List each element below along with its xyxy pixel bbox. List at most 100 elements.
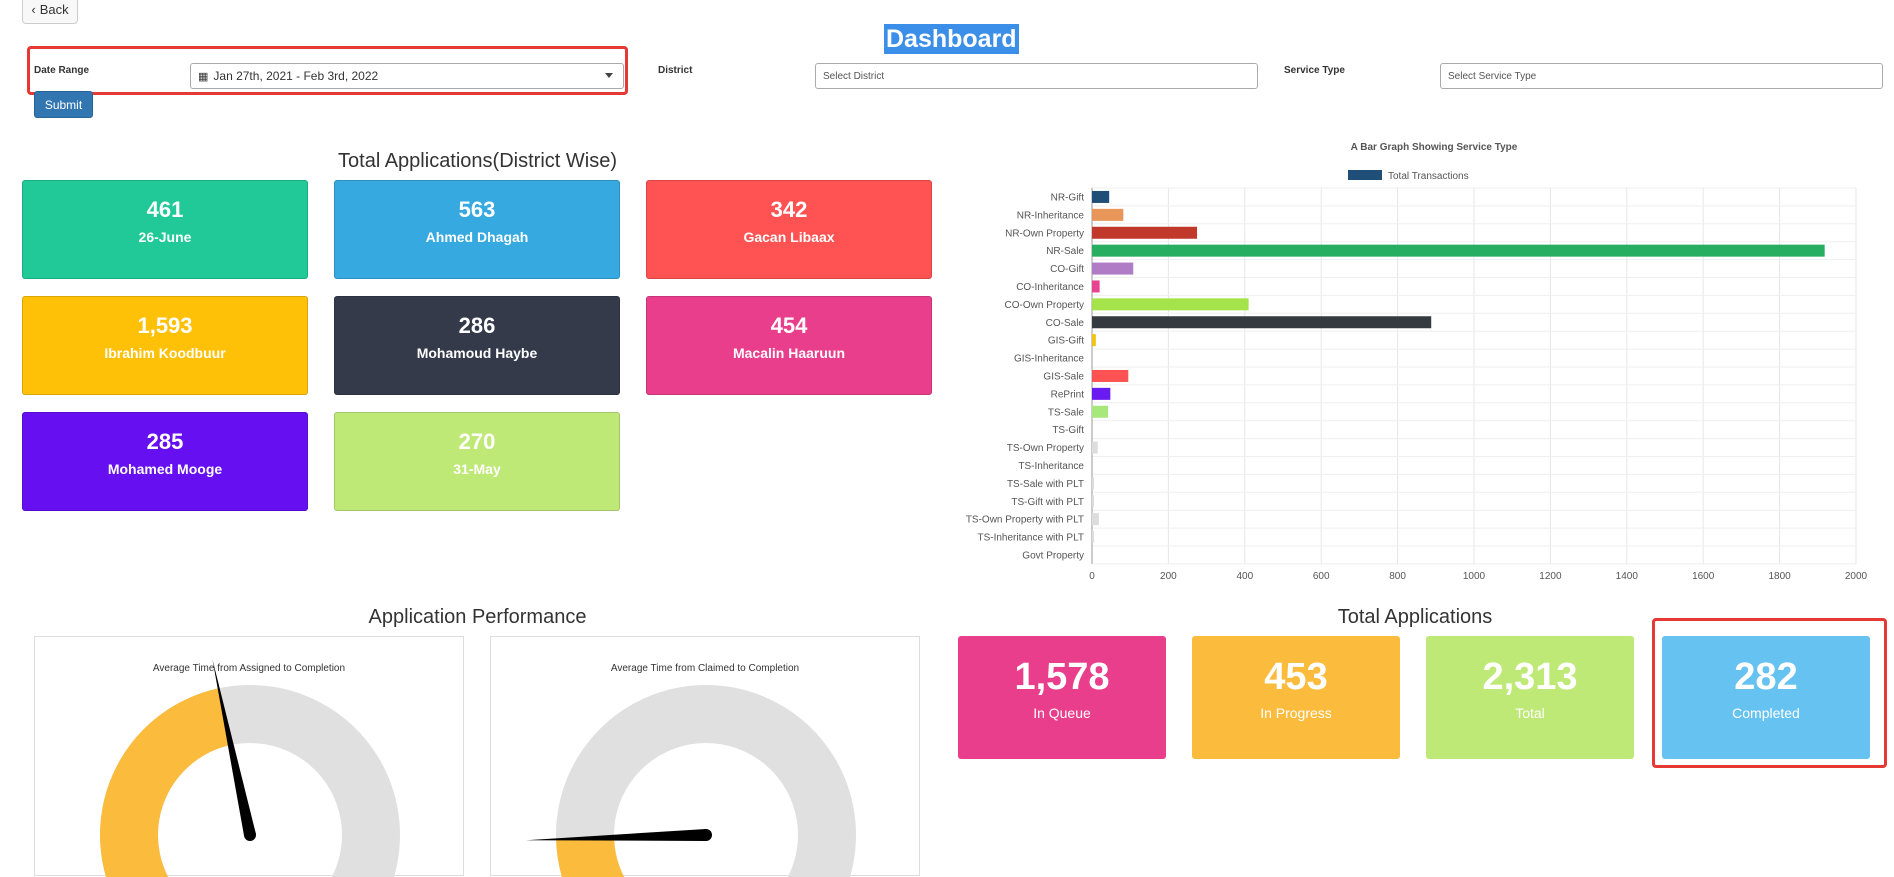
district-card: 563 Ahmed Dhagah (334, 180, 620, 279)
submit-button[interactable]: Submit (34, 91, 93, 118)
district-card-label: Ibrahim Koodbuur (104, 345, 226, 361)
x-tick-label: 800 (1389, 571, 1406, 582)
back-button[interactable]: ‹ Back (22, 0, 78, 24)
legend-swatch (1348, 170, 1382, 180)
y-tick-label: TS-Inheritance with PLT (977, 533, 1084, 544)
y-tick-label: NR-Sale (1046, 246, 1084, 257)
y-tick-label: TS-Inheritance (1018, 461, 1084, 472)
total-card-value: 282 (1734, 656, 1798, 698)
district-label: District (658, 65, 693, 76)
district-card-label: Mohamed Mooge (107, 461, 223, 477)
bar (1092, 531, 1094, 544)
date-range-picker[interactable]: ▦ Jan 27th, 2021 - Feb 3rd, 2022 (190, 63, 624, 89)
total-card-value: 453 (1264, 656, 1328, 698)
district-card-value: 563 (458, 197, 496, 222)
bar (1092, 495, 1094, 508)
service-type-bar-chart: A Bar Graph Showing Service Type Total Tr… (966, 142, 1868, 582)
gauge-track (556, 684, 856, 877)
x-tick-label: 0 (1089, 571, 1095, 582)
gauge-claimed (526, 684, 856, 877)
y-tick-label: TS-Gift (1052, 425, 1084, 436)
completed-highlight (1652, 618, 1887, 768)
y-tick-label: NR-Inheritance (1017, 210, 1085, 221)
y-tick-label: NR-Gift (1051, 192, 1085, 203)
total-card-label: Completed (1732, 705, 1800, 721)
district-card-label: 31-May (453, 461, 501, 477)
district-card-value: 461 (146, 197, 184, 222)
bar (1092, 280, 1100, 293)
total-card-label: In Progress (1260, 705, 1332, 721)
y-tick-label: TS-Own Property (1007, 443, 1084, 454)
gauge-hub (244, 829, 256, 841)
district-card: 454 Macalin Haaruun (646, 296, 932, 395)
gauge-fill (100, 688, 231, 877)
y-tick-label: TS-Gift with PLT (1011, 497, 1084, 508)
bar (1092, 316, 1432, 329)
service-type-select[interactable]: Select Service Type (1440, 63, 1883, 89)
bar (1092, 477, 1094, 490)
x-tick-label: 1600 (1692, 571, 1715, 582)
district-card-value: 342 (770, 197, 808, 222)
x-tick-label: 400 (1236, 571, 1253, 582)
district-card-value: 285 (146, 429, 184, 454)
y-tick-label: NR-Own Property (1005, 228, 1084, 239)
y-tick-label: CO-Gift (1050, 264, 1084, 275)
x-tick-label: 1000 (1463, 571, 1486, 582)
x-tick-label: 1800 (1768, 571, 1791, 582)
y-tick-label: TS-Sale with PLT (1007, 479, 1084, 490)
gauge-title: Average Time from Claimed to Completion (610, 663, 800, 674)
total-card: 453 In Progress (1192, 636, 1400, 759)
total-card-value: 1,578 (1014, 656, 1110, 698)
gauge-needle (212, 658, 256, 837)
bar (1092, 513, 1099, 526)
district-card-value: 270 (458, 429, 496, 454)
y-tick-label: CO-Inheritance (1016, 282, 1084, 293)
date-range-label: Date Range (34, 65, 90, 76)
x-tick-label: 1400 (1616, 571, 1639, 582)
district-select[interactable]: Select District (815, 63, 1258, 89)
gauge-needle (526, 829, 707, 841)
district-card-label: 26-June (138, 229, 192, 245)
y-tick-label: TS-Own Property with PLT (966, 515, 1084, 526)
district-card: 342 Gacan Libaax (646, 180, 932, 279)
back-label: Back (39, 1, 69, 17)
bar (1092, 226, 1198, 239)
gauge-title: Average Time from Assigned to Completion (152, 663, 346, 674)
gauge-fill (556, 837, 625, 877)
x-tick-label: 1200 (1539, 571, 1562, 582)
gauge-hub (700, 829, 712, 841)
chart-title: A Bar Graph Showing Service Type (1351, 142, 1518, 153)
y-tick-label: Govt Property (1022, 550, 1084, 561)
district-card: 285 Mohamed Mooge (22, 412, 308, 511)
district-card-value: 1,593 (137, 313, 193, 338)
y-tick-label: TS-Sale (1048, 407, 1085, 418)
total-card: 282 Completed (1662, 636, 1870, 759)
page-title: Dashboard (884, 24, 1019, 54)
totals-title: Total Applications (1337, 606, 1493, 628)
bar (1092, 387, 1111, 400)
bar (1092, 262, 1134, 275)
total-card-label: In Queue (1033, 705, 1091, 721)
bar (1092, 244, 1825, 257)
y-tick-label: CO-Own Property (1005, 300, 1084, 311)
total-card-value: 2,313 (1482, 656, 1578, 698)
gauge-panel-claimed: Average Time from Claimed to Completion (490, 636, 920, 877)
district-card: 1,593 Ibrahim Koodbuur (22, 296, 308, 395)
date-range-highlight (27, 46, 628, 95)
district-card-label: Ahmed Dhagah (425, 229, 529, 245)
bar (1092, 190, 1110, 203)
district-card: 461 26-June (22, 180, 308, 279)
gauge-assigned (100, 658, 400, 877)
x-tick-label: 200 (1160, 571, 1177, 582)
y-tick-label: RePrint (1051, 389, 1085, 400)
service-type-placeholder: Select Service Type (1448, 70, 1537, 82)
bar (1092, 298, 1249, 311)
performance-title: Application Performance (368, 606, 587, 628)
district-card-value: 454 (770, 313, 808, 338)
bar (1092, 208, 1124, 221)
calendar-icon: ▦ (198, 70, 209, 83)
bar (1092, 334, 1096, 347)
x-tick-label: 2000 (1845, 571, 1868, 582)
district-card-value: 286 (458, 313, 496, 338)
y-tick-label: GIS-Gift (1048, 336, 1084, 347)
